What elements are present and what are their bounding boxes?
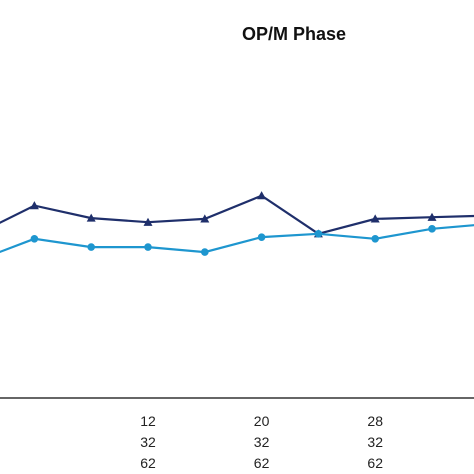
series-0-line [0, 194, 474, 235]
series-1-point [87, 243, 95, 251]
x-tick-label: 28 [367, 413, 383, 429]
series-0-point [200, 214, 210, 223]
count-label: 62 [254, 455, 270, 471]
series-1-point [371, 235, 380, 243]
series-1-line [0, 224, 474, 254]
chart-title: OP/M Phase [242, 24, 347, 44]
count-label: 32 [140, 434, 156, 450]
series-1-point [257, 233, 266, 241]
count-label: 62 [140, 455, 156, 471]
series-1-point [428, 225, 436, 233]
series-1-point [314, 230, 323, 238]
series-0-point [257, 191, 267, 200]
x-tick-label: 12 [140, 413, 156, 429]
x-tick-labels: 12 20 28 [140, 413, 383, 429]
count-label: 32 [254, 434, 270, 450]
count-label: 62 [367, 455, 383, 471]
count-rows: 32 32 32 62 62 62 [140, 434, 383, 471]
series-0-point [143, 217, 153, 226]
series-1-point [201, 248, 209, 256]
count-label: 32 [367, 434, 383, 450]
series-0-point [427, 212, 437, 221]
series-1-point [144, 243, 152, 251]
series-0 [0, 191, 474, 238]
series-layer [0, 191, 474, 256]
x-tick-label: 20 [254, 413, 270, 429]
series-0-point [86, 213, 96, 222]
series-1-point [30, 235, 39, 243]
series-0-point [29, 201, 39, 210]
series-0-point [370, 214, 380, 223]
series-1 [0, 224, 474, 256]
